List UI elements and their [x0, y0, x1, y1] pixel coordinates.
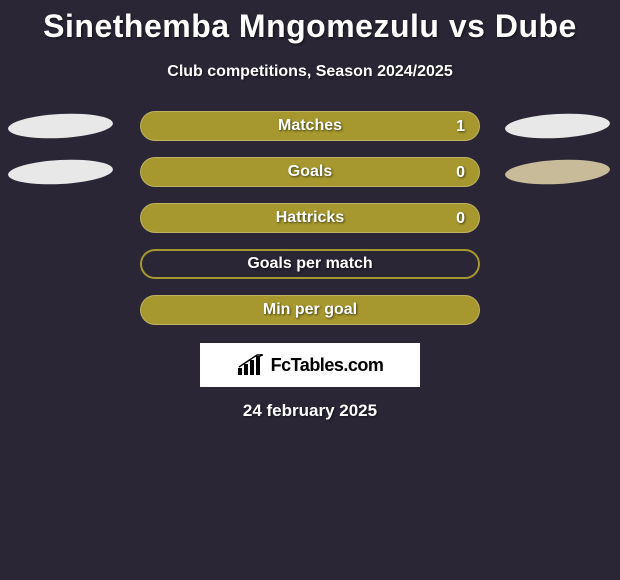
- stat-label: Hattricks: [276, 209, 344, 227]
- stat-label: Goals per match: [247, 255, 372, 273]
- stat-row-goals: Goals 0: [0, 157, 620, 187]
- stat-row-hattricks: Hattricks 0: [0, 203, 620, 233]
- stat-label: Goals: [288, 163, 332, 181]
- stat-label: Matches: [278, 117, 342, 135]
- stat-bar: Goals per match: [140, 249, 480, 279]
- stat-value: 0: [456, 204, 465, 234]
- stat-bar: Min per goal: [140, 295, 480, 325]
- stat-rows: Matches 1 Goals 0 Hattricks 0 Goals per …: [0, 111, 620, 325]
- right-ellipse: [504, 157, 610, 186]
- stat-bar: Hattricks 0: [140, 203, 480, 233]
- stat-label: Min per goal: [263, 301, 357, 319]
- page-title: Sinethemba Mngomezulu vs Dube: [0, 8, 620, 45]
- left-ellipse: [7, 157, 113, 186]
- page-subtitle: Club competitions, Season 2024/2025: [0, 63, 620, 81]
- right-ellipse: [504, 111, 610, 140]
- stat-row-matches: Matches 1: [0, 111, 620, 141]
- stat-row-min-per-goal: Min per goal: [0, 295, 620, 325]
- brand-text: FcTables.com: [271, 355, 384, 376]
- stat-value: 0: [456, 158, 465, 188]
- stat-bar: Goals 0: [140, 157, 480, 187]
- brand-logo: FcTables.com: [200, 343, 420, 387]
- stat-bar: Matches 1: [140, 111, 480, 141]
- stat-row-goals-per-match: Goals per match: [0, 249, 620, 279]
- stat-value: 1: [456, 112, 465, 142]
- date-label: 24 february 2025: [0, 401, 620, 421]
- left-ellipse: [7, 111, 113, 140]
- chart-icon: [237, 354, 265, 376]
